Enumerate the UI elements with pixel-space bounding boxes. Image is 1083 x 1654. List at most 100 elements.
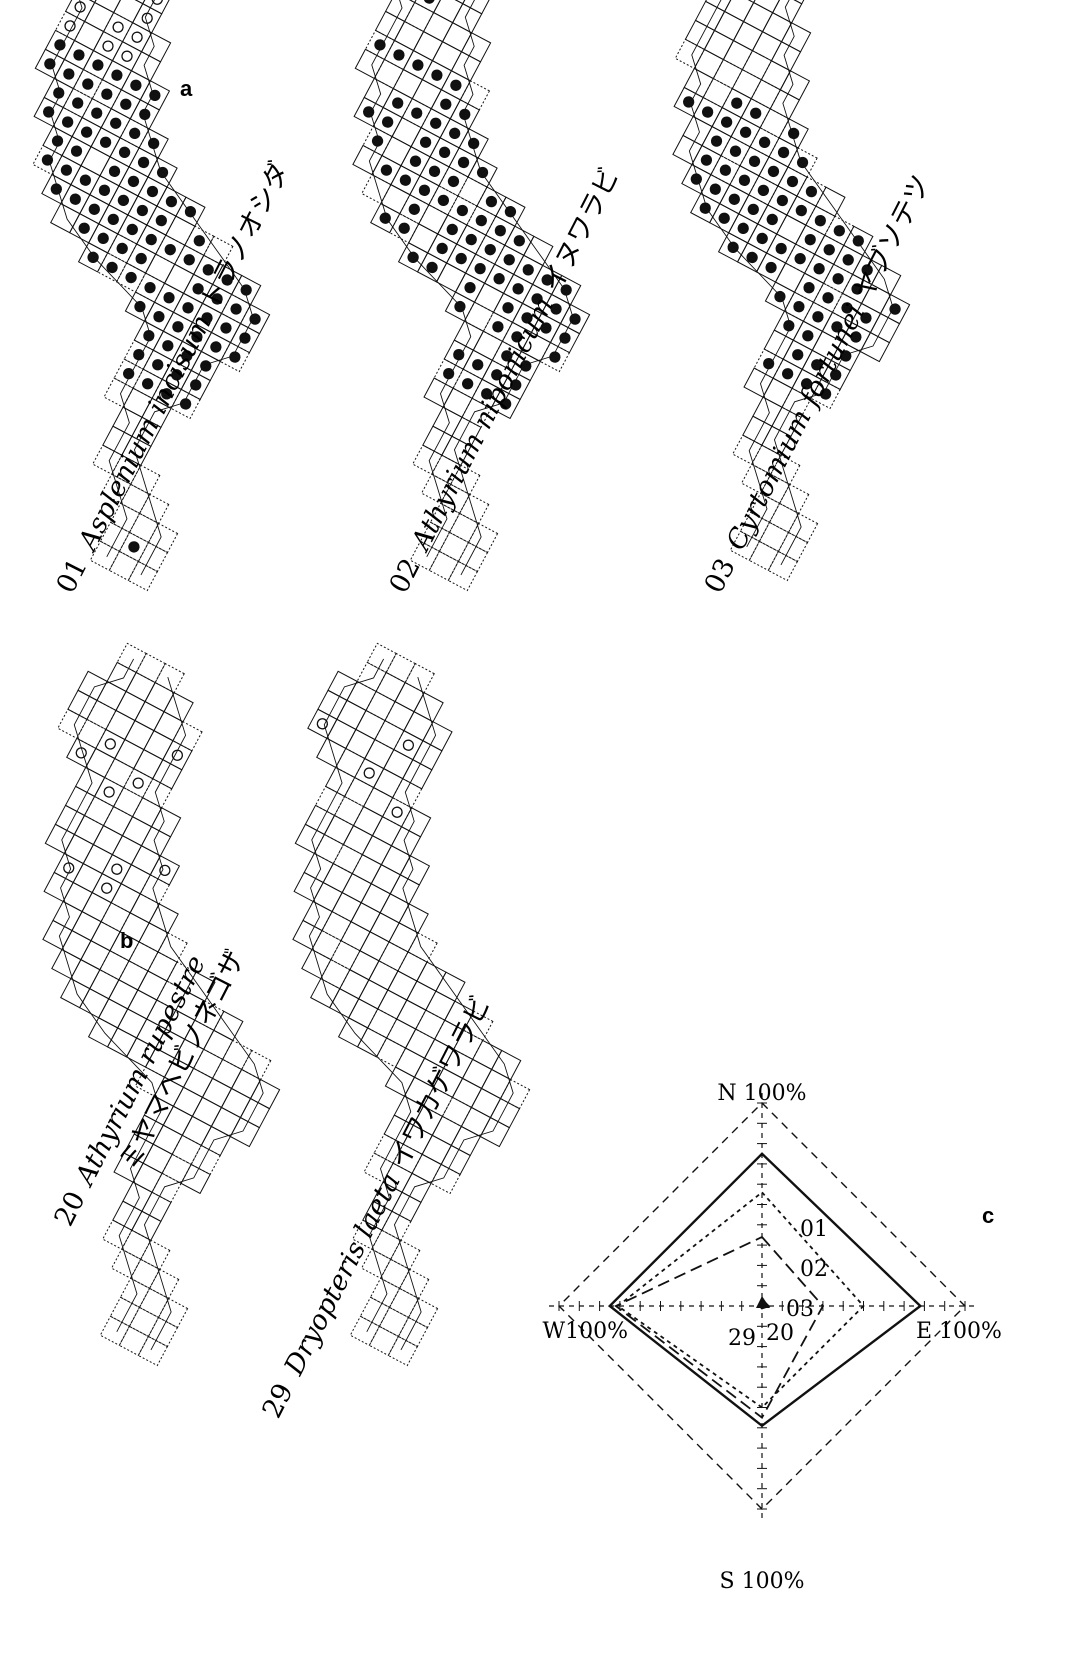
grid-cell — [453, 320, 485, 351]
grid-cell — [443, 339, 474, 370]
grid-cell — [441, 22, 473, 53]
grid-cell — [722, 39, 754, 71]
grid-cell — [384, 1066, 416, 1097]
grid-cell — [153, 710, 184, 742]
grid-cell — [480, 1068, 512, 1100]
grid-cell — [412, 444, 443, 475]
grid-cell — [102, 1219, 133, 1250]
grid-cell — [119, 483, 151, 515]
grid-cell — [366, 642, 397, 674]
grid-cell — [758, 521, 790, 553]
grid-cell — [61, 929, 92, 961]
occurrence-dot — [511, 331, 523, 343]
grid-cell — [353, 96, 384, 128]
occurrence-dot — [447, 175, 460, 188]
grid-cell — [391, 116, 422, 148]
grid-cell — [406, 980, 437, 1011]
axis-label-north: N 100% — [717, 1081, 806, 1106]
occurrence-dot — [464, 281, 476, 294]
grid-cell — [407, 1297, 439, 1329]
occurrence-dot — [501, 350, 513, 362]
grid-cell — [323, 814, 355, 846]
occurrence-dot — [110, 117, 122, 129]
grid-cell — [390, 1239, 421, 1271]
grid-cell — [109, 1296, 141, 1328]
grid-cell — [352, 144, 383, 176]
grid-cell — [702, 77, 733, 109]
grid-cell — [370, 864, 402, 895]
grid-cell — [450, 51, 482, 82]
grid-cell — [307, 708, 338, 740]
grid-cell — [681, 163, 712, 195]
grid-cell — [91, 872, 122, 904]
occurrence-dot — [72, 97, 84, 109]
grid-cell — [742, 1, 774, 33]
grid-cell — [393, 20, 425, 52]
grid-cell — [372, 767, 404, 799]
grid-cell — [92, 824, 124, 856]
grid-cell — [360, 1248, 392, 1279]
occurrence-dot — [430, 117, 442, 129]
occurrence-dot — [143, 330, 155, 342]
grid-cell — [112, 786, 144, 818]
occurrence-dot — [152, 359, 164, 371]
occurrence-dot — [812, 311, 824, 323]
grid-cell — [400, 807, 432, 838]
occurrence-dot — [230, 303, 242, 315]
grid-cell — [113, 1152, 144, 1183]
occurrence-open-dot — [363, 767, 375, 779]
grid-cell — [92, 444, 123, 475]
grid-cell — [776, 214, 807, 245]
grid-cell — [33, 96, 64, 128]
occurrence-dot — [190, 379, 202, 391]
grid-cell — [404, 1028, 436, 1059]
occurrence-dot — [87, 251, 99, 263]
grid-cell — [393, 729, 424, 761]
occurrence-open-dot — [112, 21, 124, 33]
occurrence-dot — [729, 145, 742, 157]
occurrence-dot — [795, 204, 808, 217]
coastline — [143, 676, 264, 1351]
occurrence-dot — [549, 351, 561, 363]
grid-cell — [673, 86, 704, 118]
grid-cell — [365, 690, 396, 722]
grid-cell — [383, 39, 415, 71]
occurrence-dot — [160, 388, 173, 400]
grid-cell — [371, 1229, 402, 1260]
occurrence-dot — [182, 302, 194, 314]
grid-cell — [304, 804, 336, 836]
grid-cell — [133, 320, 165, 351]
occurrence-open-dot — [75, 747, 87, 759]
grid-cell — [438, 531, 470, 563]
occurrence-dot — [454, 300, 466, 313]
grid-cell — [89, 540, 121, 572]
grid-cell — [349, 1315, 381, 1347]
grid-cell — [377, 989, 408, 1020]
occurrence-dot — [850, 331, 862, 343]
grid-cell — [157, 1297, 189, 1329]
grid-cell — [752, 396, 783, 427]
coastline — [368, 0, 472, 558]
grid-cell — [104, 757, 135, 789]
grid-cell — [450, 1125, 482, 1157]
occurrence-dot — [493, 273, 505, 285]
occurrence-dot — [116, 242, 128, 255]
occurrence-dot — [162, 340, 174, 352]
grid-cell — [102, 425, 133, 456]
grid-cell — [147, 1316, 179, 1348]
occurrence-dot — [802, 330, 814, 342]
occurrence-dot — [455, 252, 467, 265]
grid-cell — [490, 1049, 522, 1081]
grid-cell — [90, 921, 121, 952]
grid-cell — [102, 805, 134, 837]
grid-cell — [762, 377, 793, 408]
grid-cell — [96, 680, 127, 712]
occurrence-dot — [453, 349, 465, 361]
occurrence-dot — [550, 303, 562, 315]
grid-cell — [413, 691, 444, 723]
grid-cell — [356, 661, 387, 693]
occurrence-dot — [428, 165, 441, 177]
grid-cell — [450, 464, 481, 496]
occurrence-dot — [164, 244, 176, 256]
grid-cell — [470, 1087, 502, 1119]
